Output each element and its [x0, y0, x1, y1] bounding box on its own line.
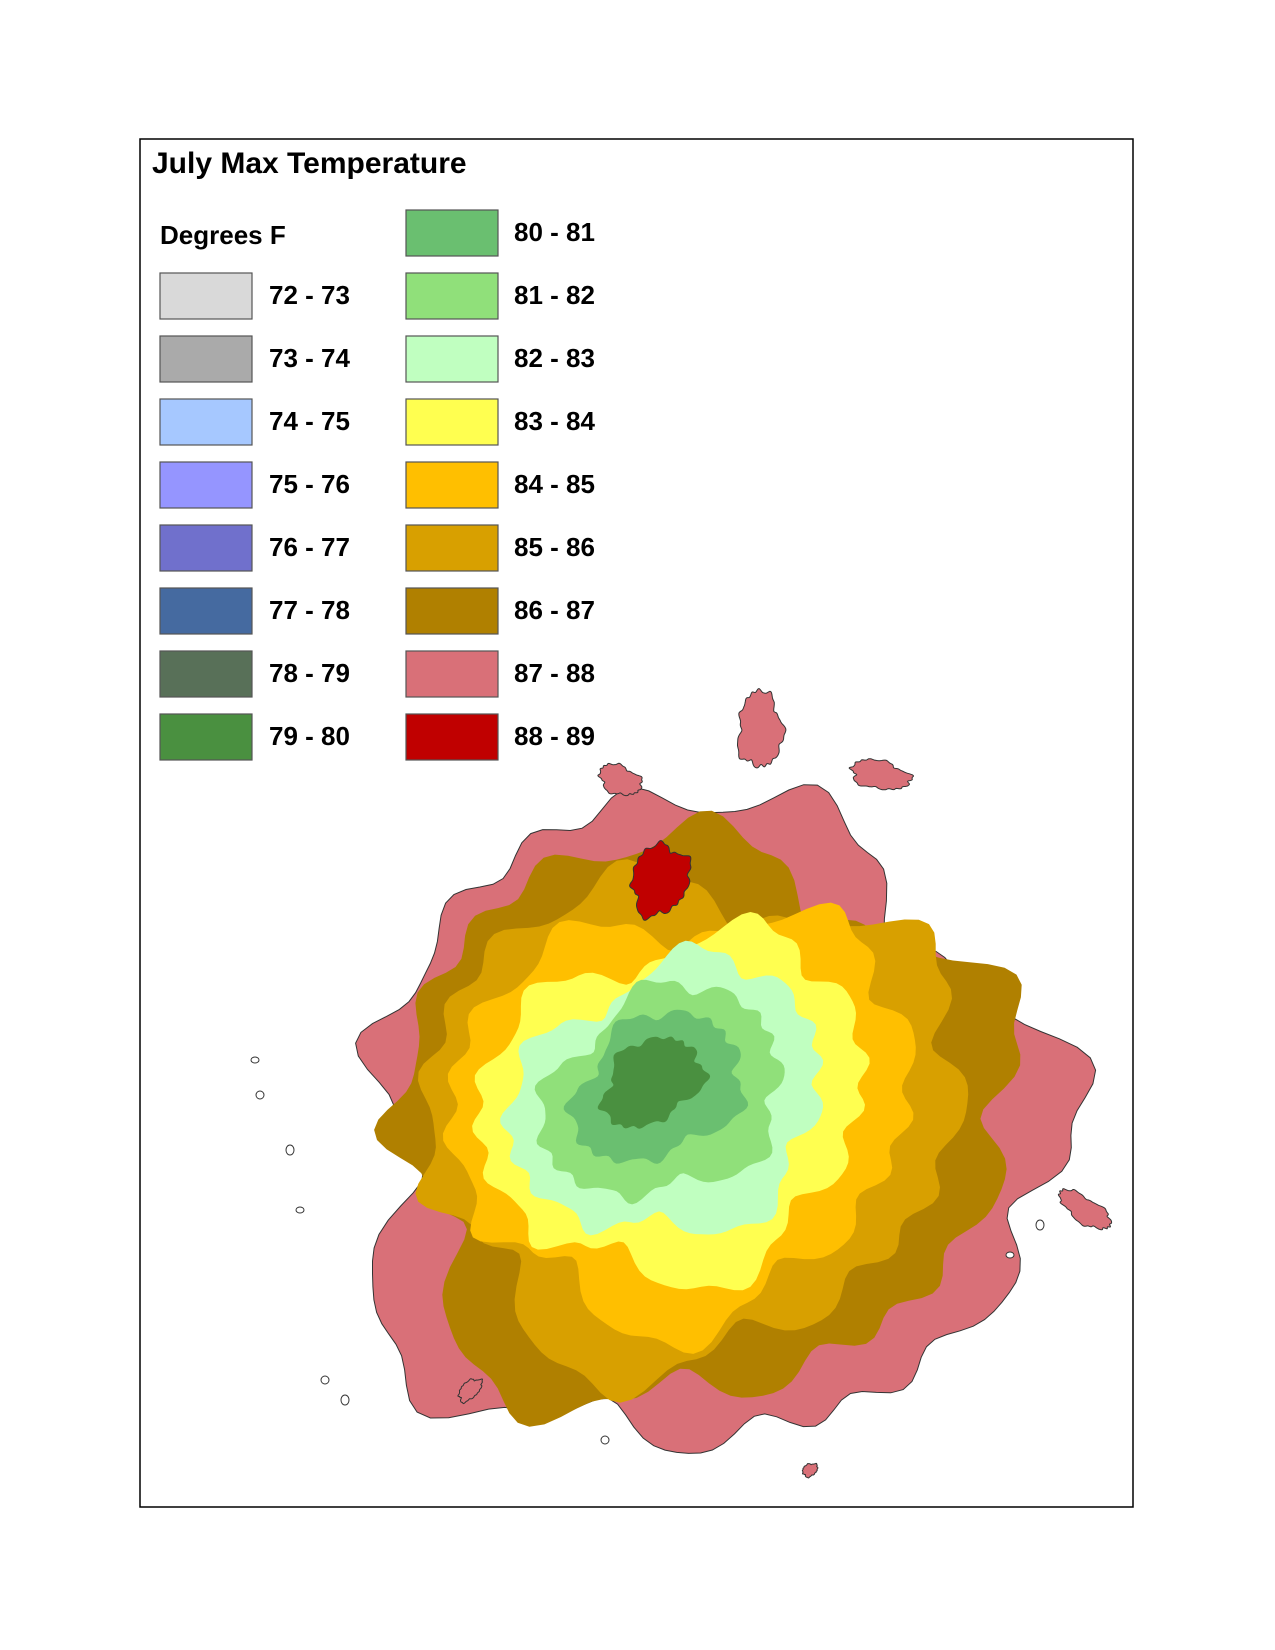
legend-swatch	[405, 461, 499, 509]
legend-label: 76 - 77	[269, 532, 350, 562]
legend-label: 74 - 75	[269, 406, 350, 436]
legend-label: 88 - 89	[514, 721, 595, 751]
island	[801, 1462, 819, 1479]
legend-label: 78 - 79	[269, 658, 350, 688]
islet	[1035, 1219, 1045, 1231]
legend-label: 81 - 82	[514, 280, 595, 310]
map-title: July Max Temperature	[152, 147, 467, 180]
islet	[340, 1394, 350, 1406]
islet	[320, 1375, 330, 1385]
legend-swatch	[159, 461, 253, 509]
legend-swatch	[159, 713, 253, 761]
legend-swatch	[405, 209, 499, 257]
legend-label: 86 - 87	[514, 595, 595, 625]
legend-swatch	[405, 335, 499, 383]
islet	[250, 1056, 260, 1064]
map-area	[250, 688, 1113, 1479]
legend-label: 79 - 80	[269, 721, 350, 751]
legend-swatch	[405, 713, 499, 761]
legend: 72 - 73 73 - 74 74 - 75 75 - 76 76 - 77 77 - …	[159, 209, 595, 761]
legend-label: 73 - 74	[269, 343, 350, 373]
legend-swatch	[405, 650, 499, 698]
legend-swatch	[159, 524, 253, 572]
legend-label: 87 - 88	[514, 658, 595, 688]
legend-label: 84 - 85	[514, 469, 595, 499]
temperature-zone	[629, 839, 692, 921]
islet	[600, 1435, 610, 1445]
legend-swatch	[159, 650, 253, 698]
legend-swatch	[159, 335, 253, 383]
legend-title: Degrees F	[160, 220, 286, 250]
legend-swatch	[405, 398, 499, 446]
legend-label: 85 - 86	[514, 532, 595, 562]
islet	[255, 1090, 265, 1100]
legend-label: 80 - 81	[514, 217, 595, 247]
islet	[295, 1206, 305, 1214]
legend-label: 82 - 83	[514, 343, 595, 373]
island	[848, 758, 915, 791]
legend-label: 72 - 73	[269, 280, 350, 310]
legend-swatch	[405, 272, 499, 320]
islet	[1005, 1251, 1015, 1259]
legend-swatch	[405, 524, 499, 572]
islet	[285, 1144, 295, 1156]
island	[597, 762, 643, 797]
island	[1057, 1188, 1113, 1231]
legend-swatch	[159, 398, 253, 446]
temperature-zone	[597, 1036, 711, 1129]
legend-label: 83 - 84	[514, 406, 595, 436]
legend-label: 75 - 76	[269, 469, 350, 499]
legend-swatch	[159, 272, 253, 320]
island	[737, 688, 787, 769]
legend-swatch	[159, 587, 253, 635]
legend-swatch	[405, 587, 499, 635]
island	[457, 1378, 483, 1405]
legend-label: 77 - 78	[269, 595, 350, 625]
